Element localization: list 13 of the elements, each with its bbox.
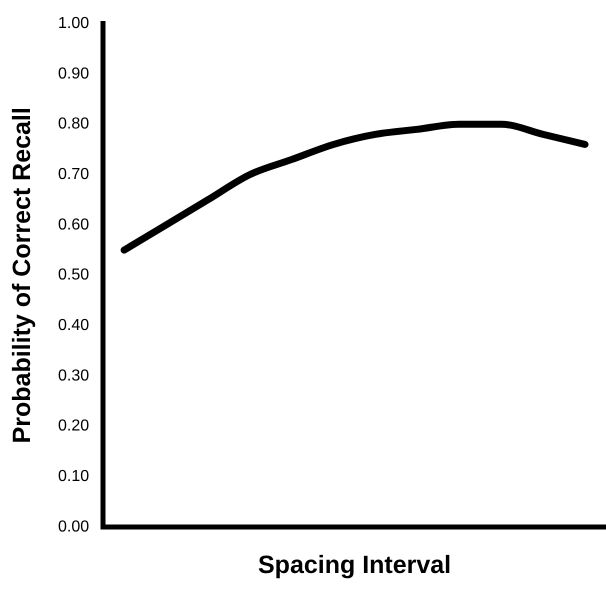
y-tick-label: 0.70 xyxy=(58,166,90,184)
y-tick-label: 0.50 xyxy=(58,266,90,284)
y-tick-label: 0.30 xyxy=(58,367,90,384)
y-tick-label: 0.90 xyxy=(58,65,90,82)
y-tick-label: 0.10 xyxy=(58,468,90,486)
y-tick-label: 0.20 xyxy=(58,418,90,435)
y-tick-label: 0.80 xyxy=(58,116,90,133)
y-tick-label: 0.40 xyxy=(58,317,90,334)
y-tick-label: 0.60 xyxy=(58,216,90,234)
y-tick-label: 0.00 xyxy=(58,518,90,536)
y-tick-label: 1.00 xyxy=(58,15,90,32)
x-axis-title: Spacing Interval xyxy=(258,550,452,579)
y-axis-title: Probability of Correct Recall xyxy=(8,107,36,444)
